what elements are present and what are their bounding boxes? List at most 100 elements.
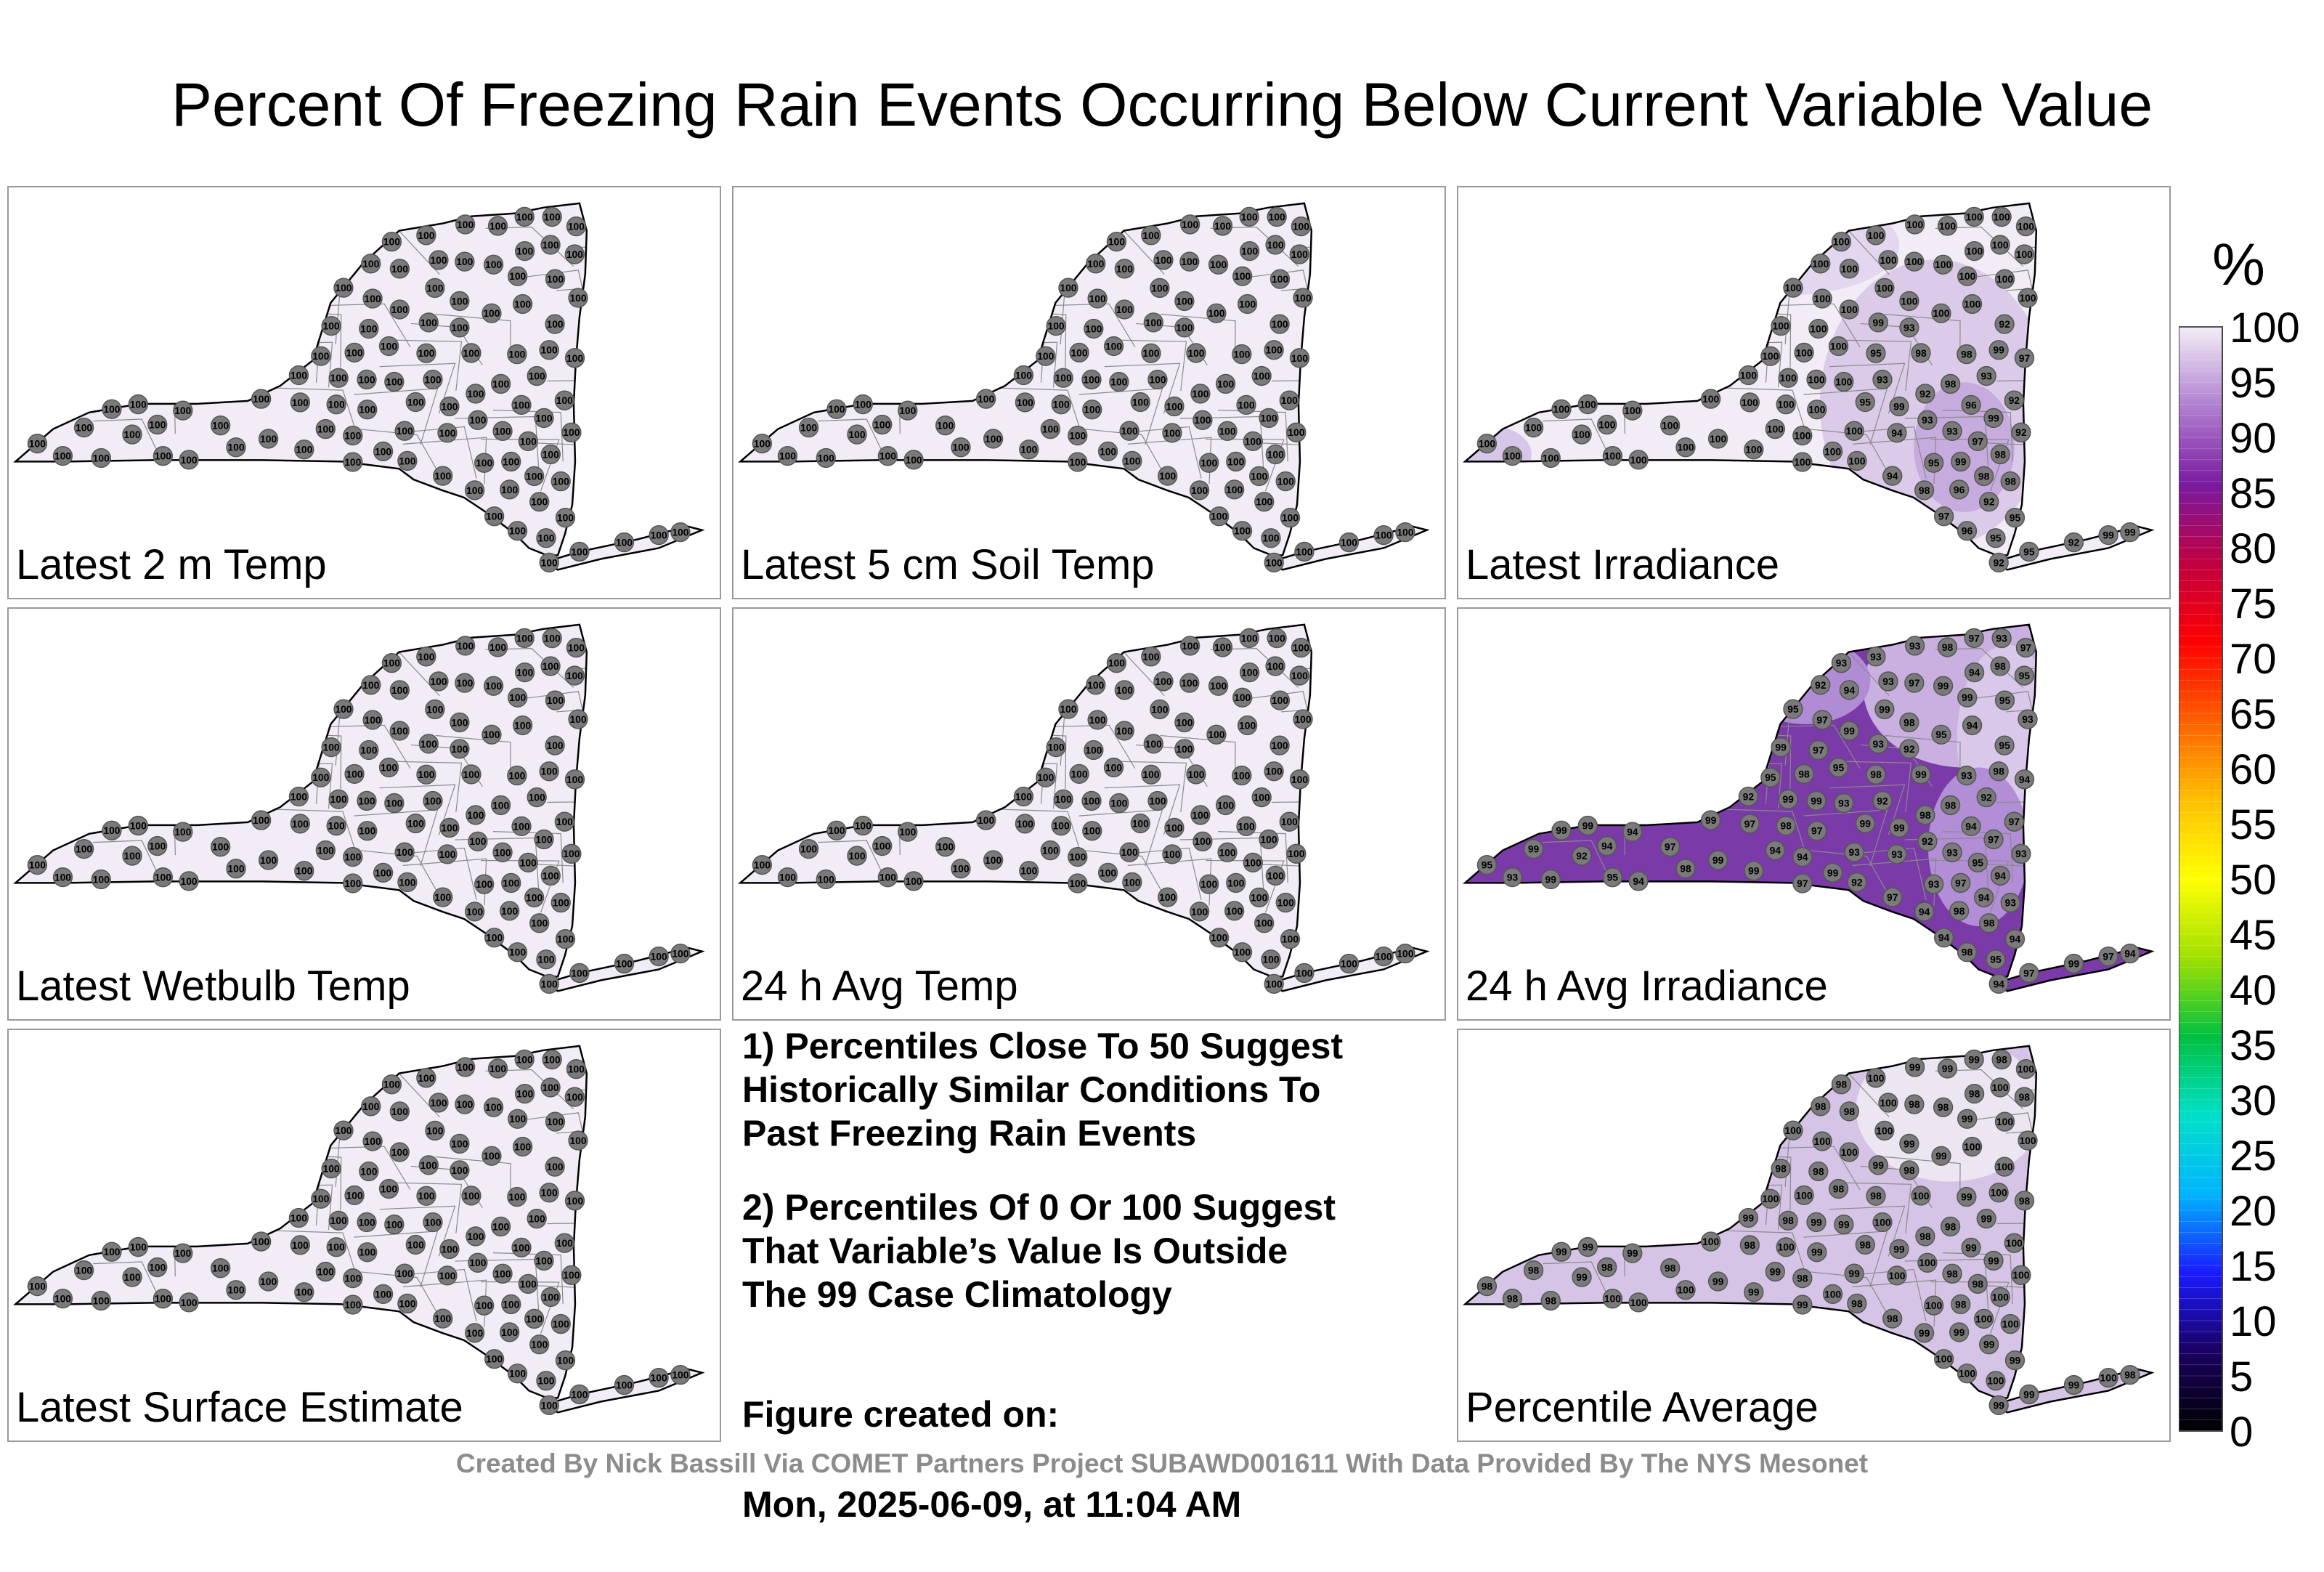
station-value: 100 bbox=[335, 1125, 352, 1136]
station-value: 95 bbox=[1935, 729, 1947, 740]
station-value: 100 bbox=[1233, 349, 1250, 360]
station-value: 100 bbox=[1808, 373, 1824, 385]
station-marker: 100 bbox=[27, 433, 48, 454]
station-value: 100 bbox=[501, 1326, 518, 1338]
colorbar-tick-label: 75 bbox=[2230, 580, 2277, 628]
station-marker: 100 bbox=[1068, 425, 1088, 446]
station-marker: 100 bbox=[555, 507, 576, 528]
station-value: 100 bbox=[1151, 282, 1168, 293]
station-value: 94 bbox=[1993, 978, 2004, 989]
station-value: 99 bbox=[1893, 400, 1905, 412]
station-marker: 100 bbox=[511, 816, 532, 837]
colorbar-tick-label: 80 bbox=[2230, 525, 2277, 572]
station-marker: 100 bbox=[1808, 318, 1829, 339]
station-value: 100 bbox=[1256, 496, 1272, 508]
station-value: 100 bbox=[1293, 221, 1309, 232]
station-value: 100 bbox=[526, 470, 543, 482]
station-marker: 100 bbox=[439, 817, 460, 838]
station-marker: 100 bbox=[1097, 862, 1118, 883]
panel-label: Latest 2 m Temp bbox=[16, 541, 327, 588]
station-value: 100 bbox=[54, 1293, 71, 1305]
station-marker: 100 bbox=[1973, 1308, 1994, 1329]
station-marker: 100 bbox=[1158, 466, 1178, 486]
station-value: 100 bbox=[1187, 769, 1204, 780]
station-marker: 100 bbox=[428, 250, 449, 270]
station-marker: 100 bbox=[487, 637, 508, 657]
station-value: 100 bbox=[391, 1106, 408, 1117]
station-marker: 100 bbox=[73, 1260, 94, 1281]
station-value: 99 bbox=[1556, 1246, 1567, 1257]
station-value: 100 bbox=[568, 642, 585, 654]
station-value: 100 bbox=[93, 1295, 110, 1306]
station-marker: 100 bbox=[569, 1384, 590, 1405]
station-marker: 100 bbox=[898, 822, 918, 842]
station-marker: 100 bbox=[147, 835, 168, 856]
station-marker: 100 bbox=[1239, 206, 1259, 227]
station-marker: 100 bbox=[418, 312, 439, 333]
station-value: 100 bbox=[296, 444, 312, 455]
station-value: 100 bbox=[1810, 323, 1827, 334]
station-value: 92 bbox=[1877, 795, 1888, 806]
station-value: 93 bbox=[1507, 872, 1519, 883]
station-marker: 100 bbox=[258, 850, 279, 870]
station-marker: 100 bbox=[1103, 336, 1124, 357]
station-marker: 100 bbox=[210, 837, 231, 857]
station-value: 100 bbox=[1069, 851, 1086, 863]
station-marker: 98 bbox=[1937, 637, 1958, 657]
station-value: 93 bbox=[1891, 848, 1903, 860]
station-marker: 100 bbox=[321, 737, 341, 758]
station-marker: 100 bbox=[1540, 447, 1561, 469]
station-marker: 100 bbox=[1226, 872, 1246, 894]
station-marker: 100 bbox=[1622, 400, 1643, 421]
ny-map: 1001001001001001001001001001001001001001… bbox=[13, 202, 705, 572]
station-marker: 100 bbox=[290, 392, 310, 413]
station-marker: 100 bbox=[1081, 369, 1102, 390]
station-value: 100 bbox=[1272, 694, 1288, 706]
station-value: 100 bbox=[855, 820, 871, 832]
station-marker: 100 bbox=[1208, 928, 1230, 948]
station-value: 100 bbox=[328, 399, 345, 410]
station-value: 100 bbox=[1110, 798, 1127, 809]
station-value: 100 bbox=[1880, 254, 1896, 266]
station-value: 100 bbox=[1239, 298, 1256, 309]
station-marker: 99 bbox=[1765, 1261, 1785, 1282]
station-marker: 100 bbox=[1264, 552, 1284, 572]
station-value: 100 bbox=[174, 826, 191, 838]
station-marker: 100 bbox=[1269, 690, 1291, 710]
station-value: 97 bbox=[2009, 816, 2020, 827]
station-value: 100 bbox=[818, 452, 834, 463]
station-value: 98 bbox=[1780, 820, 1792, 832]
station-value: 97 bbox=[1887, 891, 1898, 903]
station-marker: 100 bbox=[423, 790, 443, 811]
station-value: 100 bbox=[1191, 906, 1208, 917]
station-value: 100 bbox=[1124, 455, 1140, 466]
station-value: 100 bbox=[1991, 239, 2008, 251]
station-marker: 92 bbox=[1976, 787, 1996, 808]
station-value: 100 bbox=[1083, 795, 1100, 806]
station-value: 100 bbox=[1087, 258, 1104, 270]
station-value: 93 bbox=[1922, 414, 1933, 426]
station-value: 100 bbox=[457, 219, 474, 230]
station-marker: 100 bbox=[1208, 254, 1229, 275]
station-value: 100 bbox=[1083, 373, 1100, 385]
station-value: 99 bbox=[1893, 1243, 1905, 1255]
station-marker: 100 bbox=[52, 1288, 73, 1309]
station-value: 100 bbox=[386, 1219, 402, 1231]
station-marker: 100 bbox=[1839, 259, 1860, 279]
panel-label: Latest Irradiance bbox=[1466, 541, 1780, 588]
station-value: 100 bbox=[1238, 399, 1254, 410]
station-marker: 100 bbox=[1150, 277, 1170, 299]
station-value: 99 bbox=[1860, 817, 1872, 829]
station-value: 100 bbox=[1778, 1241, 1795, 1253]
station-marker: 100 bbox=[826, 820, 847, 840]
station-value: 100 bbox=[212, 1263, 229, 1274]
station-marker: 100 bbox=[518, 431, 538, 452]
station-value: 100 bbox=[569, 1135, 586, 1146]
station-value: 100 bbox=[1740, 369, 1757, 381]
station-value: 100 bbox=[543, 448, 559, 460]
station-value: 100 bbox=[672, 1369, 688, 1381]
station-marker: 99 bbox=[1899, 1133, 1919, 1154]
station-value: 99 bbox=[1770, 1266, 1781, 1278]
station-marker: 100 bbox=[752, 433, 773, 454]
station-marker: 100 bbox=[416, 225, 436, 246]
